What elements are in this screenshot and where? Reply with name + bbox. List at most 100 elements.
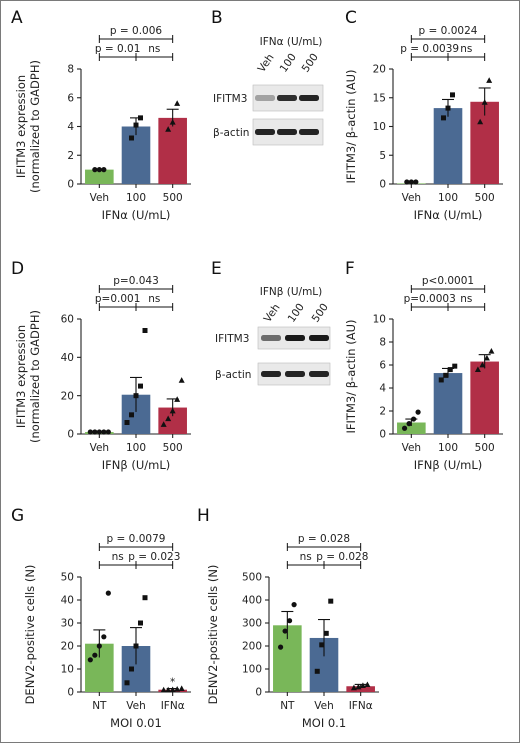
- data-point-2-2: [169, 686, 176, 693]
- x-tick-label: 500: [475, 192, 495, 204]
- comparison-label: p = 0.028: [316, 551, 368, 563]
- y-tick-label: 4: [379, 383, 386, 395]
- blot-lane-label: 500: [310, 301, 331, 324]
- blot-header: IFNβ (U/mL): [260, 286, 323, 298]
- data-point-0-1: [282, 628, 288, 634]
- data-point-1-4: [142, 595, 148, 601]
- blot-band: [309, 335, 329, 341]
- x-tick-label: Veh: [402, 192, 421, 204]
- y-tick-label: 500: [242, 572, 262, 584]
- data-point-2-2: [169, 407, 176, 414]
- bar-500: [158, 117, 187, 184]
- data-point-1-0: [124, 680, 130, 686]
- x-axis-label: IFNα (U/mL): [414, 208, 483, 222]
- data-point-1-0: [438, 377, 444, 383]
- data-point-1-0: [129, 135, 134, 141]
- data-point-2-1: [165, 415, 172, 422]
- data-point-0-2: [96, 643, 102, 649]
- blot-band: [285, 335, 305, 341]
- panel-letter-A: A: [11, 8, 23, 28]
- comparison-label: p=0.043: [113, 275, 159, 287]
- y-axis-label-line: (normalized to GADPH): [28, 60, 42, 193]
- y-tick-label: 0: [379, 429, 386, 441]
- blot-band: [299, 95, 319, 101]
- data-point-2-0: [477, 118, 484, 125]
- data-point-2-2: [359, 682, 366, 688]
- blot-band: [255, 129, 275, 135]
- data-point-2-0: [165, 126, 172, 132]
- x-axis-label: IFNα (U/mL): [102, 208, 171, 222]
- x-axis-label: IFNβ (U/mL): [414, 458, 482, 472]
- data-point-0-1: [406, 421, 412, 427]
- y-tick-label: 4: [67, 121, 74, 133]
- blot-band: [261, 371, 281, 377]
- data-point-0-0: [404, 179, 410, 185]
- x-tick-label: Veh: [90, 442, 109, 454]
- y-tick-label: 10: [373, 121, 386, 133]
- x-tick-label: Veh: [402, 442, 421, 454]
- y-axis-label: IFITM3/ β-actin (AU): [344, 320, 358, 434]
- y-axis-label-line: IFITM3 expression: [14, 75, 28, 178]
- panel-letter-G: G: [11, 506, 24, 526]
- chart-panel-D: D 0 20 40 60 Veh 100 500 p=0.043 p=0.001 ns IFNβ (U…: [11, 259, 191, 472]
- data-point-1-2: [447, 367, 453, 373]
- y-axis-label: DENV2-positive cells (N): [23, 565, 37, 705]
- bar-500: [470, 361, 499, 434]
- data-point-1-1: [319, 642, 325, 648]
- y-tick-label: 0: [255, 687, 262, 699]
- panel-letter-E: E: [211, 259, 222, 279]
- y-tick-label: 0: [67, 429, 74, 441]
- data-point-2-3: [174, 396, 181, 402]
- data-point-0-0: [277, 644, 284, 650]
- bar-100: [433, 108, 463, 184]
- y-axis-label-line: IFITM3 expression: [14, 325, 28, 428]
- comparison-label: p = 0.0079: [107, 533, 166, 545]
- data-point-1-1: [129, 412, 134, 418]
- blot-row-label: β-actin: [213, 127, 249, 139]
- annotation-label: *: [170, 677, 175, 689]
- y-tick-label: 60: [61, 314, 74, 326]
- bar-100: [433, 373, 463, 434]
- data-point-1-1: [443, 372, 449, 378]
- y-tick-label: 200: [242, 641, 262, 653]
- data-point-1-2: [133, 643, 139, 649]
- bar-Veh: [85, 169, 114, 184]
- x-tick-label: 100: [126, 442, 146, 454]
- x-tick-label: 100: [126, 192, 146, 204]
- data-point-1-2: [323, 630, 329, 636]
- y-tick-label: 2: [67, 150, 74, 162]
- data-point-2-0: [160, 421, 167, 427]
- x-tick-label: Veh: [90, 192, 109, 204]
- x-tick-label: 100: [438, 192, 458, 204]
- data-point-2-1: [355, 683, 362, 690]
- x-tick-label: 100: [438, 442, 458, 454]
- data-point-2-1: [169, 118, 176, 125]
- comparison-label: p<0.0001: [422, 275, 474, 287]
- x-axis-label: IFNβ (U/mL): [102, 458, 170, 472]
- chart-panel-A: A 0 2 4 6 8 Veh 100 500 p = 0.006 p = 0.01 ns IFNα (…: [11, 8, 191, 222]
- data-point-2-1: [481, 99, 488, 105]
- comparison-label: ns: [148, 293, 160, 305]
- data-point-2-0: [160, 686, 167, 693]
- data-point-1-0: [124, 420, 130, 425]
- blot-band: [299, 129, 319, 135]
- data-point-0-4: [105, 590, 111, 596]
- data-point-0-0: [87, 657, 93, 663]
- data-point-0-0: [92, 167, 98, 173]
- data-point-0-2: [96, 429, 102, 435]
- y-tick-label: 6: [379, 360, 386, 372]
- blot-band: [309, 371, 329, 377]
- data-point-1-3: [328, 598, 334, 604]
- panel-letter-F: F: [345, 259, 355, 279]
- x-tick-label: IFNα: [161, 700, 185, 712]
- comparison-label: ns: [112, 551, 124, 563]
- data-point-0-2: [286, 618, 293, 624]
- y-tick-label: 20: [61, 390, 74, 402]
- blot-lane-label: Veh: [256, 52, 277, 75]
- data-point-2-4: [178, 377, 185, 383]
- y-tick-label: 40: [61, 352, 74, 364]
- blot-row-label: β-actin: [215, 369, 251, 381]
- blot-band: [261, 335, 281, 341]
- data-point-2-1: [479, 361, 486, 368]
- data-point-1-1: [445, 105, 451, 111]
